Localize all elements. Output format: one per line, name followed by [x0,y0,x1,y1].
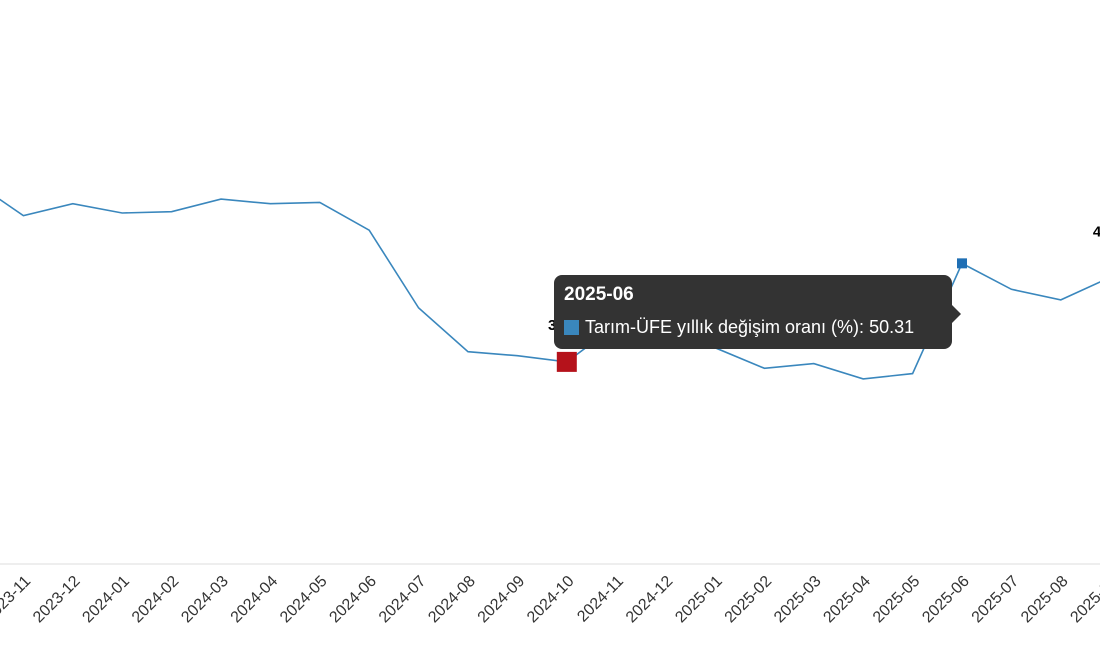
x-tick-label: 2024-12 [623,573,677,627]
x-tick-label: 2025-05 [870,573,924,627]
tooltip: 2025-06 Tarım-ÜFE yıllık değişim oranı (… [554,275,961,349]
x-tick-label: 2024-04 [228,573,282,627]
data-label: 4 [1093,223,1100,240]
tooltip-series-swatch [564,319,579,335]
x-tick-label: 2025-07 [969,573,1023,627]
x-tick-label: 2025-04 [820,573,874,627]
x-tick-label: 2025-08 [1018,573,1072,627]
series-layer [0,198,1100,380]
x-tick-label: 2024-03 [178,573,232,627]
tooltip-value: 50.31 [869,317,915,337]
hover-marker[interactable] [957,258,967,269]
x-tick-label: 2024-10 [524,573,578,627]
x-tick-label: 2024-11 [574,573,627,626]
tooltip-separator: : [859,317,870,337]
x-tick-label: 2024-06 [326,573,380,627]
x-tick-label: 2025-06 [919,573,973,627]
tooltip-title: 2025-06 [564,284,634,305]
x-tick-label: 2024-08 [425,573,479,627]
x-tick-label: 2025-01 [672,573,726,627]
tooltip-series-label: Tarım-ÜFE yıllık değişim oranı (%) [585,317,860,337]
highlight-marker[interactable] [556,351,577,372]
x-tick-label: 2024-05 [277,573,331,627]
x-tick-label: 2023-11 [0,573,34,626]
tooltip-row: Tarım-ÜFE yıllık değişim oranı (%): 50.3… [564,317,942,337]
series-line [0,198,1100,380]
x-tick-label: 2024-09 [475,573,529,627]
x-tick-label: 2025-09 [1067,573,1100,627]
x-tick-label: 2024-01 [79,573,133,627]
x-tick-label: 2024-07 [376,573,430,627]
marker-layer [556,258,967,372]
x-tick-labels: 2023-102023-112023-122024-012024-022024-… [0,573,1100,627]
x-tick-label: 2023-12 [30,573,84,627]
x-tick-label: 2024-02 [129,573,183,627]
x-tick-label: 2025-03 [771,573,825,627]
x-tick-label: 2025-02 [722,573,776,627]
